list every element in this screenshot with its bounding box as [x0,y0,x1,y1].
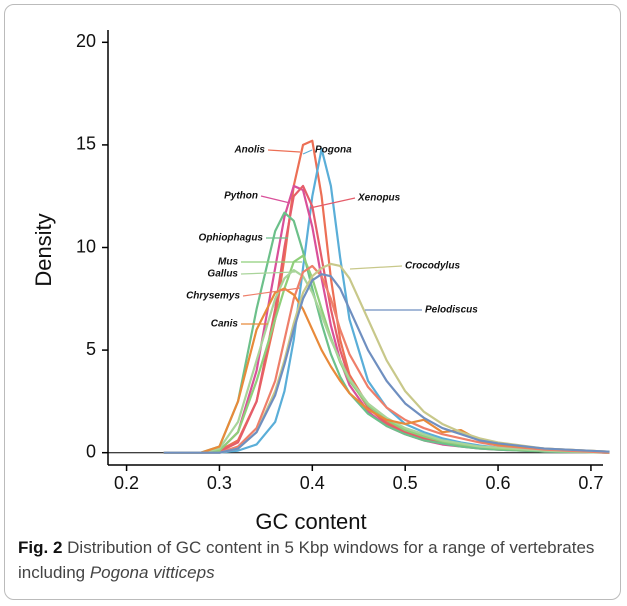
caption-text: Distribution of GC content in 5 Kbp wind… [18,538,595,582]
label-leader [309,197,356,209]
chart: GC content Density 0 5 10 15 20 0.2 0.3 0.4 0.5 0… [31,30,610,530]
y-tick-label: 10 [76,236,96,256]
x-tick-label: 0.6 [486,473,511,493]
y-tick-label: 20 [76,31,96,51]
x-tick-label: 0.5 [393,473,418,493]
series-label: Crocodylus [405,261,460,272]
x-tick-label: 0.4 [300,473,325,493]
x-tick-label: 0.2 [114,473,139,493]
density-curve [163,268,610,454]
label-leader [260,195,291,204]
caption: Fig. 2 Distribution of GC content in 5 K… [18,535,613,585]
y-axis-label: Density [31,213,56,286]
x-tick-label: 0.3 [207,473,232,493]
figure-frame [4,4,621,600]
density-curve [163,273,610,454]
x-axis-label: GC content [255,509,366,530]
label-leader [242,287,301,297]
series-label: Python [224,191,258,202]
series-label: Canis [211,319,239,330]
series-label: Xenopus [357,193,401,204]
label-leader [240,271,296,275]
label-leader [349,265,403,270]
density-curve [163,287,610,454]
x-tick-label: 0.7 [578,473,603,493]
caption-label: Fig. 2 [18,538,63,557]
series-label: Gallus [207,269,238,280]
y-tick-label: 0 [86,441,96,461]
y-tick-label: 5 [86,339,96,359]
caption-species: Pogona vitticeps [89,563,215,582]
y-tick-label: 15 [76,134,96,154]
series-label: Pelodiscus [425,305,478,316]
density-curve [163,264,610,454]
series-label: Mus [218,257,238,268]
label-leader [302,149,313,155]
series-label: Anolis [233,145,265,156]
label-leader [267,149,301,153]
series-label: Ophiophagus [199,233,264,244]
series-label: Pogona [315,145,352,156]
series-label: Chrysemys [186,291,240,302]
